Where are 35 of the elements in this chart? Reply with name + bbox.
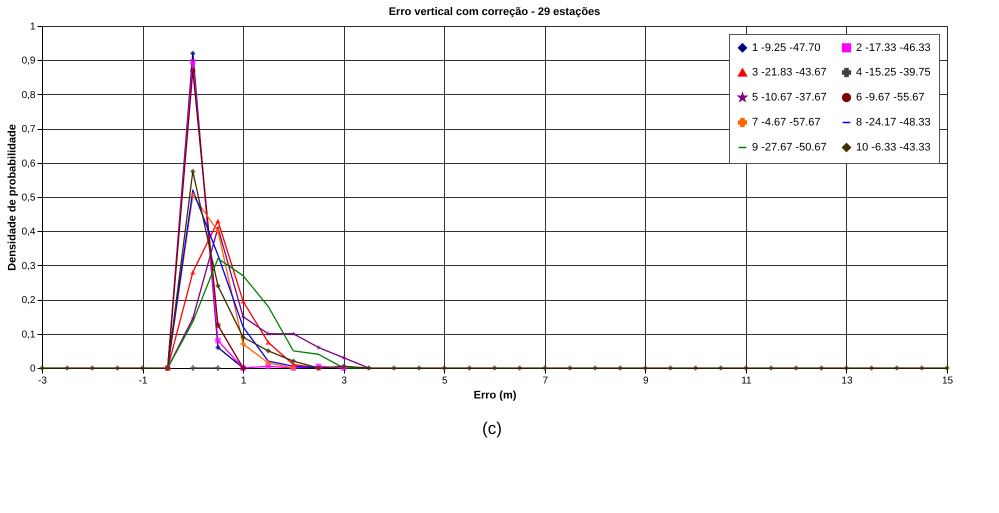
legend-label: 6 -9.67 -55.67 bbox=[856, 92, 924, 104]
y-tick-label: 0,7 bbox=[22, 124, 36, 136]
legend-label: 4 -15.25 -39.75 bbox=[856, 66, 931, 78]
y-tick-label: 0,3 bbox=[22, 260, 36, 272]
y-tick-label: 0,5 bbox=[22, 192, 36, 204]
x-tick-label: 11 bbox=[741, 376, 752, 386]
text: (c) bbox=[482, 419, 502, 438]
y-tick-label: 0 bbox=[30, 364, 36, 374]
legend-label: 1 -9.25 -47.70 bbox=[752, 42, 820, 54]
legend-label: 8 -24.17 -48.33 bbox=[856, 116, 931, 128]
y-tick-label: 0,2 bbox=[22, 295, 36, 306]
chart-title: Erro vertical com correção - 29 estações bbox=[388, 6, 600, 18]
y-tick-label: 1 bbox=[30, 22, 36, 32]
x-tick-label: 9 bbox=[643, 376, 650, 386]
x-tick-label: 15 bbox=[942, 376, 954, 386]
y-tick-label: 0,9 bbox=[22, 56, 36, 67]
x-tick-label: 1 bbox=[240, 376, 247, 386]
legend-label: 9 -27.67 -50.67 bbox=[752, 142, 827, 154]
y-tick-label: 0,4 bbox=[22, 226, 36, 238]
x-tick-label: 5 bbox=[442, 376, 448, 386]
legend-label: 5 -10.67 -37.67 bbox=[752, 92, 827, 104]
x-tick-label: -1 bbox=[138, 376, 148, 386]
y-tick-label: 0,8 bbox=[22, 90, 36, 101]
y-tick-label: 0,6 bbox=[22, 158, 36, 170]
x-axis-title: Erro (m) bbox=[474, 390, 517, 402]
legend-label: 7 -4.67 -57.67 bbox=[752, 116, 820, 128]
x-tick-label: 3 bbox=[341, 376, 348, 386]
legend-label: 2 -17.33 -46.33 bbox=[856, 42, 931, 54]
x-tick-label: 7 bbox=[542, 376, 548, 386]
legend-label: 10 -6.33 -43.33 bbox=[856, 142, 931, 154]
y-tick-label: 0,1 bbox=[22, 329, 36, 340]
x-tick-label: 13 bbox=[841, 376, 853, 386]
y-axis-title: Densidade de probabilidade bbox=[6, 124, 19, 271]
legend-label: 3 -21.83 -43.67 bbox=[752, 66, 827, 78]
x-tick-label: -3 bbox=[38, 376, 48, 386]
